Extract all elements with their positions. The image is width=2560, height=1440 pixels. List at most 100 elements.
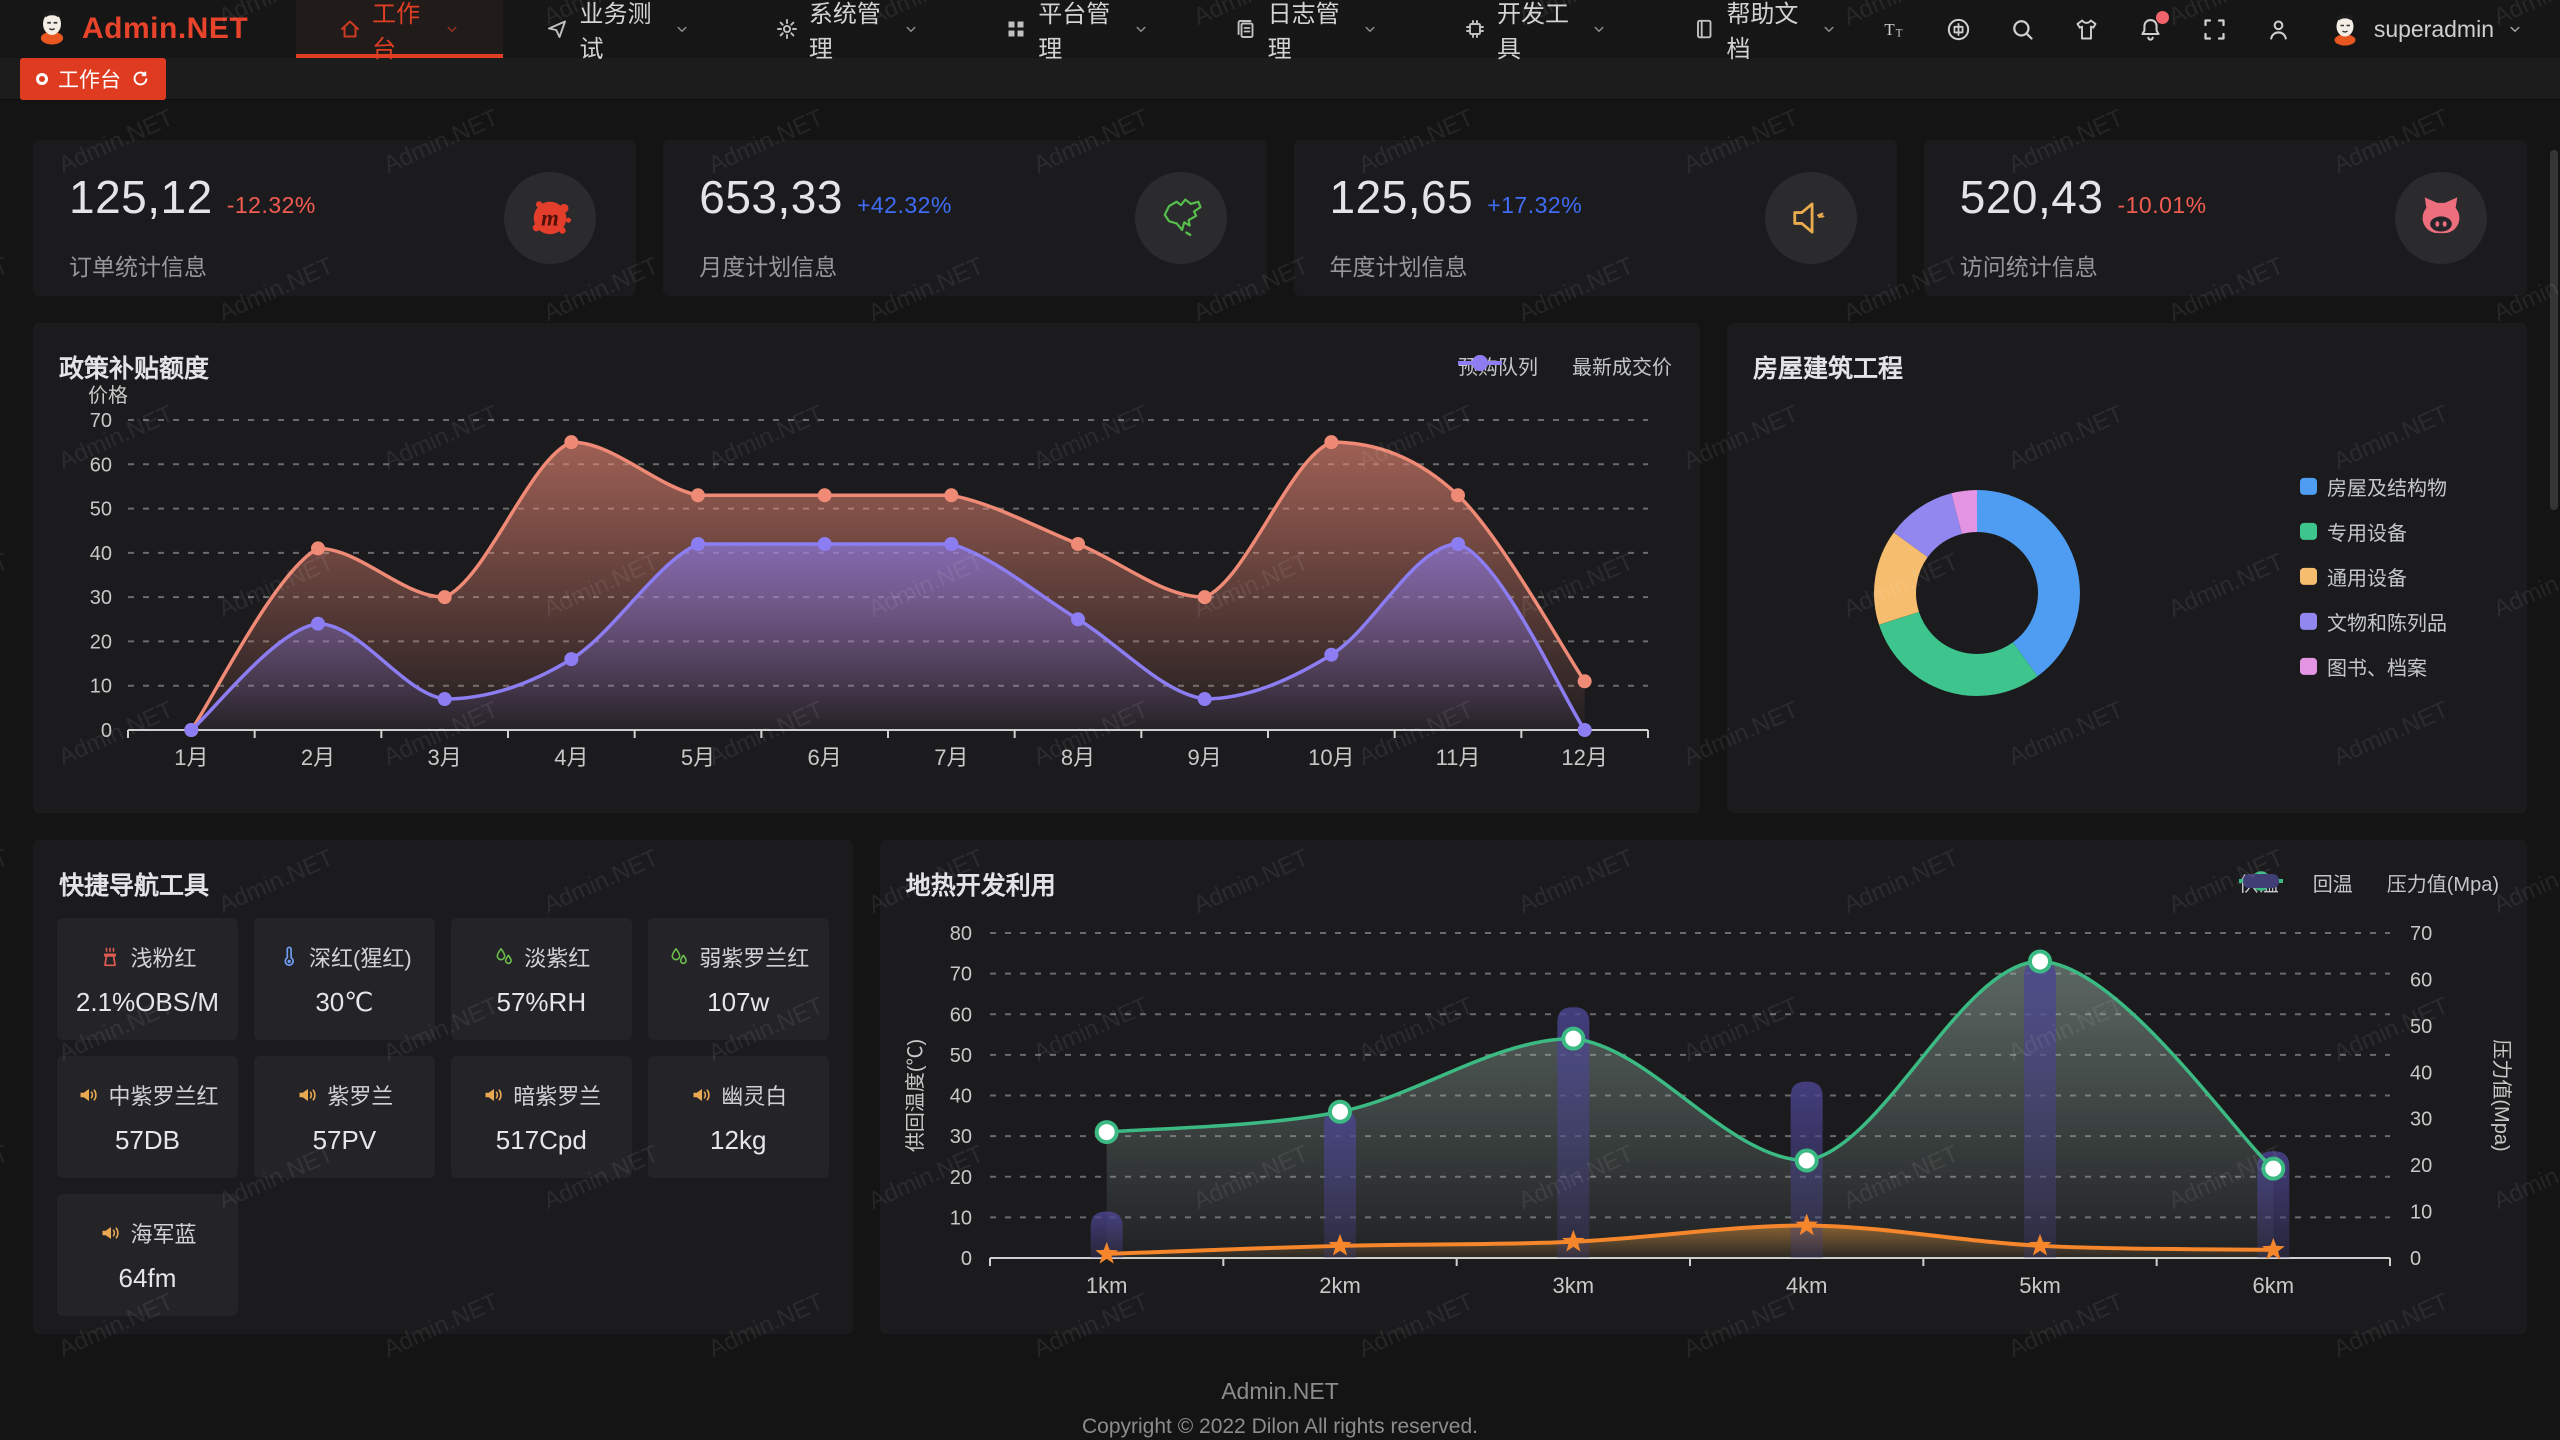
stat-card-3: 125,65 +17.32% 年度计划信息 bbox=[1293, 140, 1897, 296]
language-button[interactable] bbox=[1944, 14, 1974, 44]
legend-item[interactable]: 图书、档案 bbox=[2300, 652, 2447, 681]
chevron-icon bbox=[673, 20, 691, 38]
quick-nav-item-6[interactable]: 紫罗兰 57PV bbox=[253, 1056, 435, 1178]
quick-nav-label: 紫罗兰 bbox=[327, 1083, 394, 1109]
quick-nav-grid: 浅粉红 2.1%OBS/M 深红(猩红) 30℃ 淡紫红 57%RH 弱紫罗兰红 107w 中紫… bbox=[57, 918, 829, 1316]
scrollbar-thumb[interactable] bbox=[2550, 150, 2558, 510]
svg-text:2km: 2km bbox=[1319, 1273, 1361, 1298]
area-line-chart[interactable]: 0 10 20 30 40 50 60 70 价格 1月 2月 3月 4月 5月 6月 7月 8月 9月 10月 11… bbox=[33, 375, 1700, 805]
stat-delta: -12.32% bbox=[226, 192, 316, 218]
brand-name: Admin.NET bbox=[82, 12, 249, 45]
refresh-icon[interactable] bbox=[131, 69, 150, 88]
tab-workbench[interactable]: 工作台 bbox=[20, 57, 166, 100]
svg-text:8月: 8月 bbox=[1061, 745, 1095, 770]
menu-item-label: 工作台 bbox=[372, 1, 421, 63]
menu-item-label: 业务测试 bbox=[579, 1, 652, 63]
svg-text:3km: 3km bbox=[1552, 1273, 1594, 1298]
tab-bar: 工作台 bbox=[0, 57, 2560, 100]
quick-nav-item-5[interactable]: 中紫罗兰红 57DB bbox=[57, 1056, 238, 1178]
panel-title: 快捷导航工具 bbox=[59, 872, 210, 900]
svg-text:6km: 6km bbox=[2252, 1273, 2294, 1298]
quick-nav-item-3[interactable]: 淡紫红 57%RH bbox=[450, 918, 632, 1040]
svg-text:7月: 7月 bbox=[934, 745, 968, 770]
menu-item-3[interactable]: 系统管理 bbox=[733, 0, 962, 63]
policy-subsidy-panel: 政策补贴额度 预购队列 最新成交价 0 10 20 30 40 50 60 70 价格 1月 2月 3月… bbox=[33, 323, 1700, 813]
home-icon bbox=[338, 17, 362, 41]
menu-item-label: 开发工具 bbox=[1497, 1, 1570, 63]
drops-icon bbox=[492, 945, 516, 969]
legend-label: 回温 bbox=[2312, 874, 2353, 896]
chevron-icon bbox=[2506, 20, 2524, 38]
quick-nav-item-9[interactable]: 海军蓝 64fm bbox=[57, 1194, 238, 1316]
chevron-icon bbox=[1590, 20, 1608, 38]
line-bar-chart[interactable]: 0 10 20 30 40 50 60 70 80 0 10 20 30 40 50 60 70 供回温度(℃) 压… bbox=[880, 898, 2528, 1328]
app-logo[interactable]: Admin.NET bbox=[0, 0, 296, 58]
svg-text:60: 60 bbox=[949, 1004, 971, 1026]
speaker-icon bbox=[98, 1221, 122, 1245]
svg-text:20: 20 bbox=[2410, 1155, 2432, 1177]
stat-label: 年度计划信息 bbox=[1329, 254, 1468, 280]
menu-item-label: 平台管理 bbox=[1038, 1, 1111, 63]
tab-label: 工作台 bbox=[58, 68, 121, 92]
chevron-icon bbox=[1132, 20, 1150, 38]
svg-text:供回温度(℃): 供回温度(℃) bbox=[904, 1039, 927, 1152]
legend-item[interactable]: 压力值(Mpa) bbox=[2242, 868, 2499, 897]
speaker-icon bbox=[295, 1083, 319, 1107]
quick-nav-item-4[interactable]: 弱紫罗兰红 107w bbox=[647, 918, 829, 1040]
legend-item[interactable]: 文物和陈列品 bbox=[2300, 607, 2447, 636]
search-button[interactable] bbox=[2008, 14, 2038, 44]
legend-label: 图书、档案 bbox=[2327, 657, 2427, 680]
svg-text:10: 10 bbox=[2410, 1202, 2432, 1224]
legend-item[interactable]: 房屋及结构物 bbox=[2300, 472, 2447, 501]
profile-button[interactable] bbox=[2264, 14, 2294, 44]
quick-nav-item-8[interactable]: 幽灵白 12kg bbox=[647, 1056, 829, 1178]
svg-text:4km: 4km bbox=[1786, 1273, 1828, 1298]
thermometer-icon bbox=[277, 945, 301, 969]
legend-item[interactable]: 回温 bbox=[2238, 868, 2353, 897]
search-icon bbox=[2009, 16, 2036, 43]
legend-label: 通用设备 bbox=[2327, 567, 2407, 590]
legend-item[interactable]: 通用设备 bbox=[2300, 562, 2447, 591]
book-icon bbox=[1692, 17, 1716, 41]
quick-nav-value: 57%RH bbox=[496, 986, 587, 1017]
stat-value: 520,43 bbox=[1959, 171, 2104, 223]
svg-text:50: 50 bbox=[90, 499, 112, 521]
notifications-button[interactable] bbox=[2136, 11, 2169, 44]
quick-nav-item-1[interactable]: 浅粉红 2.1%OBS/M bbox=[57, 918, 238, 1040]
quick-nav-item-2[interactable]: 深红(猩红) 30℃ bbox=[253, 918, 435, 1040]
footer-copyright: Copyright © 2022 Dilon All rights reserv… bbox=[1082, 1415, 1478, 1438]
svg-text:70: 70 bbox=[90, 410, 112, 432]
svg-text:压力值(Mpa): 压力值(Mpa) bbox=[2490, 1039, 2513, 1151]
svg-text:70: 70 bbox=[949, 964, 971, 986]
quick-nav-item-7[interactable]: 暗紫罗兰 517Cpd bbox=[450, 1056, 632, 1178]
stat-icon-circle bbox=[2395, 172, 2487, 264]
fullscreen-button[interactable] bbox=[2200, 14, 2230, 44]
theme-button[interactable] bbox=[2072, 14, 2102, 44]
user-menu[interactable]: superadmin bbox=[2328, 12, 2524, 46]
svg-text:11月: 11月 bbox=[1436, 745, 1481, 770]
speaker-icon bbox=[1793, 202, 1825, 234]
donut-chart[interactable] bbox=[1727, 365, 2527, 805]
svg-text:T: T bbox=[1885, 20, 1896, 39]
menu-item-6[interactable]: 开发工具 bbox=[1421, 0, 1650, 63]
svg-text:5km: 5km bbox=[2019, 1273, 2061, 1298]
speaker-icon bbox=[689, 1083, 713, 1107]
quick-nav-label: 淡紫红 bbox=[524, 945, 591, 971]
svg-text:80: 80 bbox=[949, 923, 971, 945]
legend-item[interactable]: 专用设备 bbox=[2300, 517, 2447, 546]
quick-nav-label: 弱紫罗兰红 bbox=[699, 945, 810, 971]
menu-item-5[interactable]: 日志管理 bbox=[1192, 0, 1421, 63]
svg-text:4月: 4月 bbox=[554, 745, 588, 770]
menu-item-4[interactable]: 平台管理 bbox=[962, 0, 1191, 63]
legend-item[interactable]: 最新成交价 bbox=[1458, 351, 1672, 380]
quick-nav-label: 中紫罗兰红 bbox=[108, 1083, 219, 1109]
svg-text:价格: 价格 bbox=[88, 384, 128, 407]
legend-swatch-icon bbox=[2300, 612, 2317, 630]
menu-item-2[interactable]: 业务测试 bbox=[503, 0, 732, 63]
menu-item-1[interactable]: 工作台 bbox=[296, 0, 504, 63]
menu-item-7[interactable]: 帮助文档 bbox=[1650, 0, 1879, 63]
